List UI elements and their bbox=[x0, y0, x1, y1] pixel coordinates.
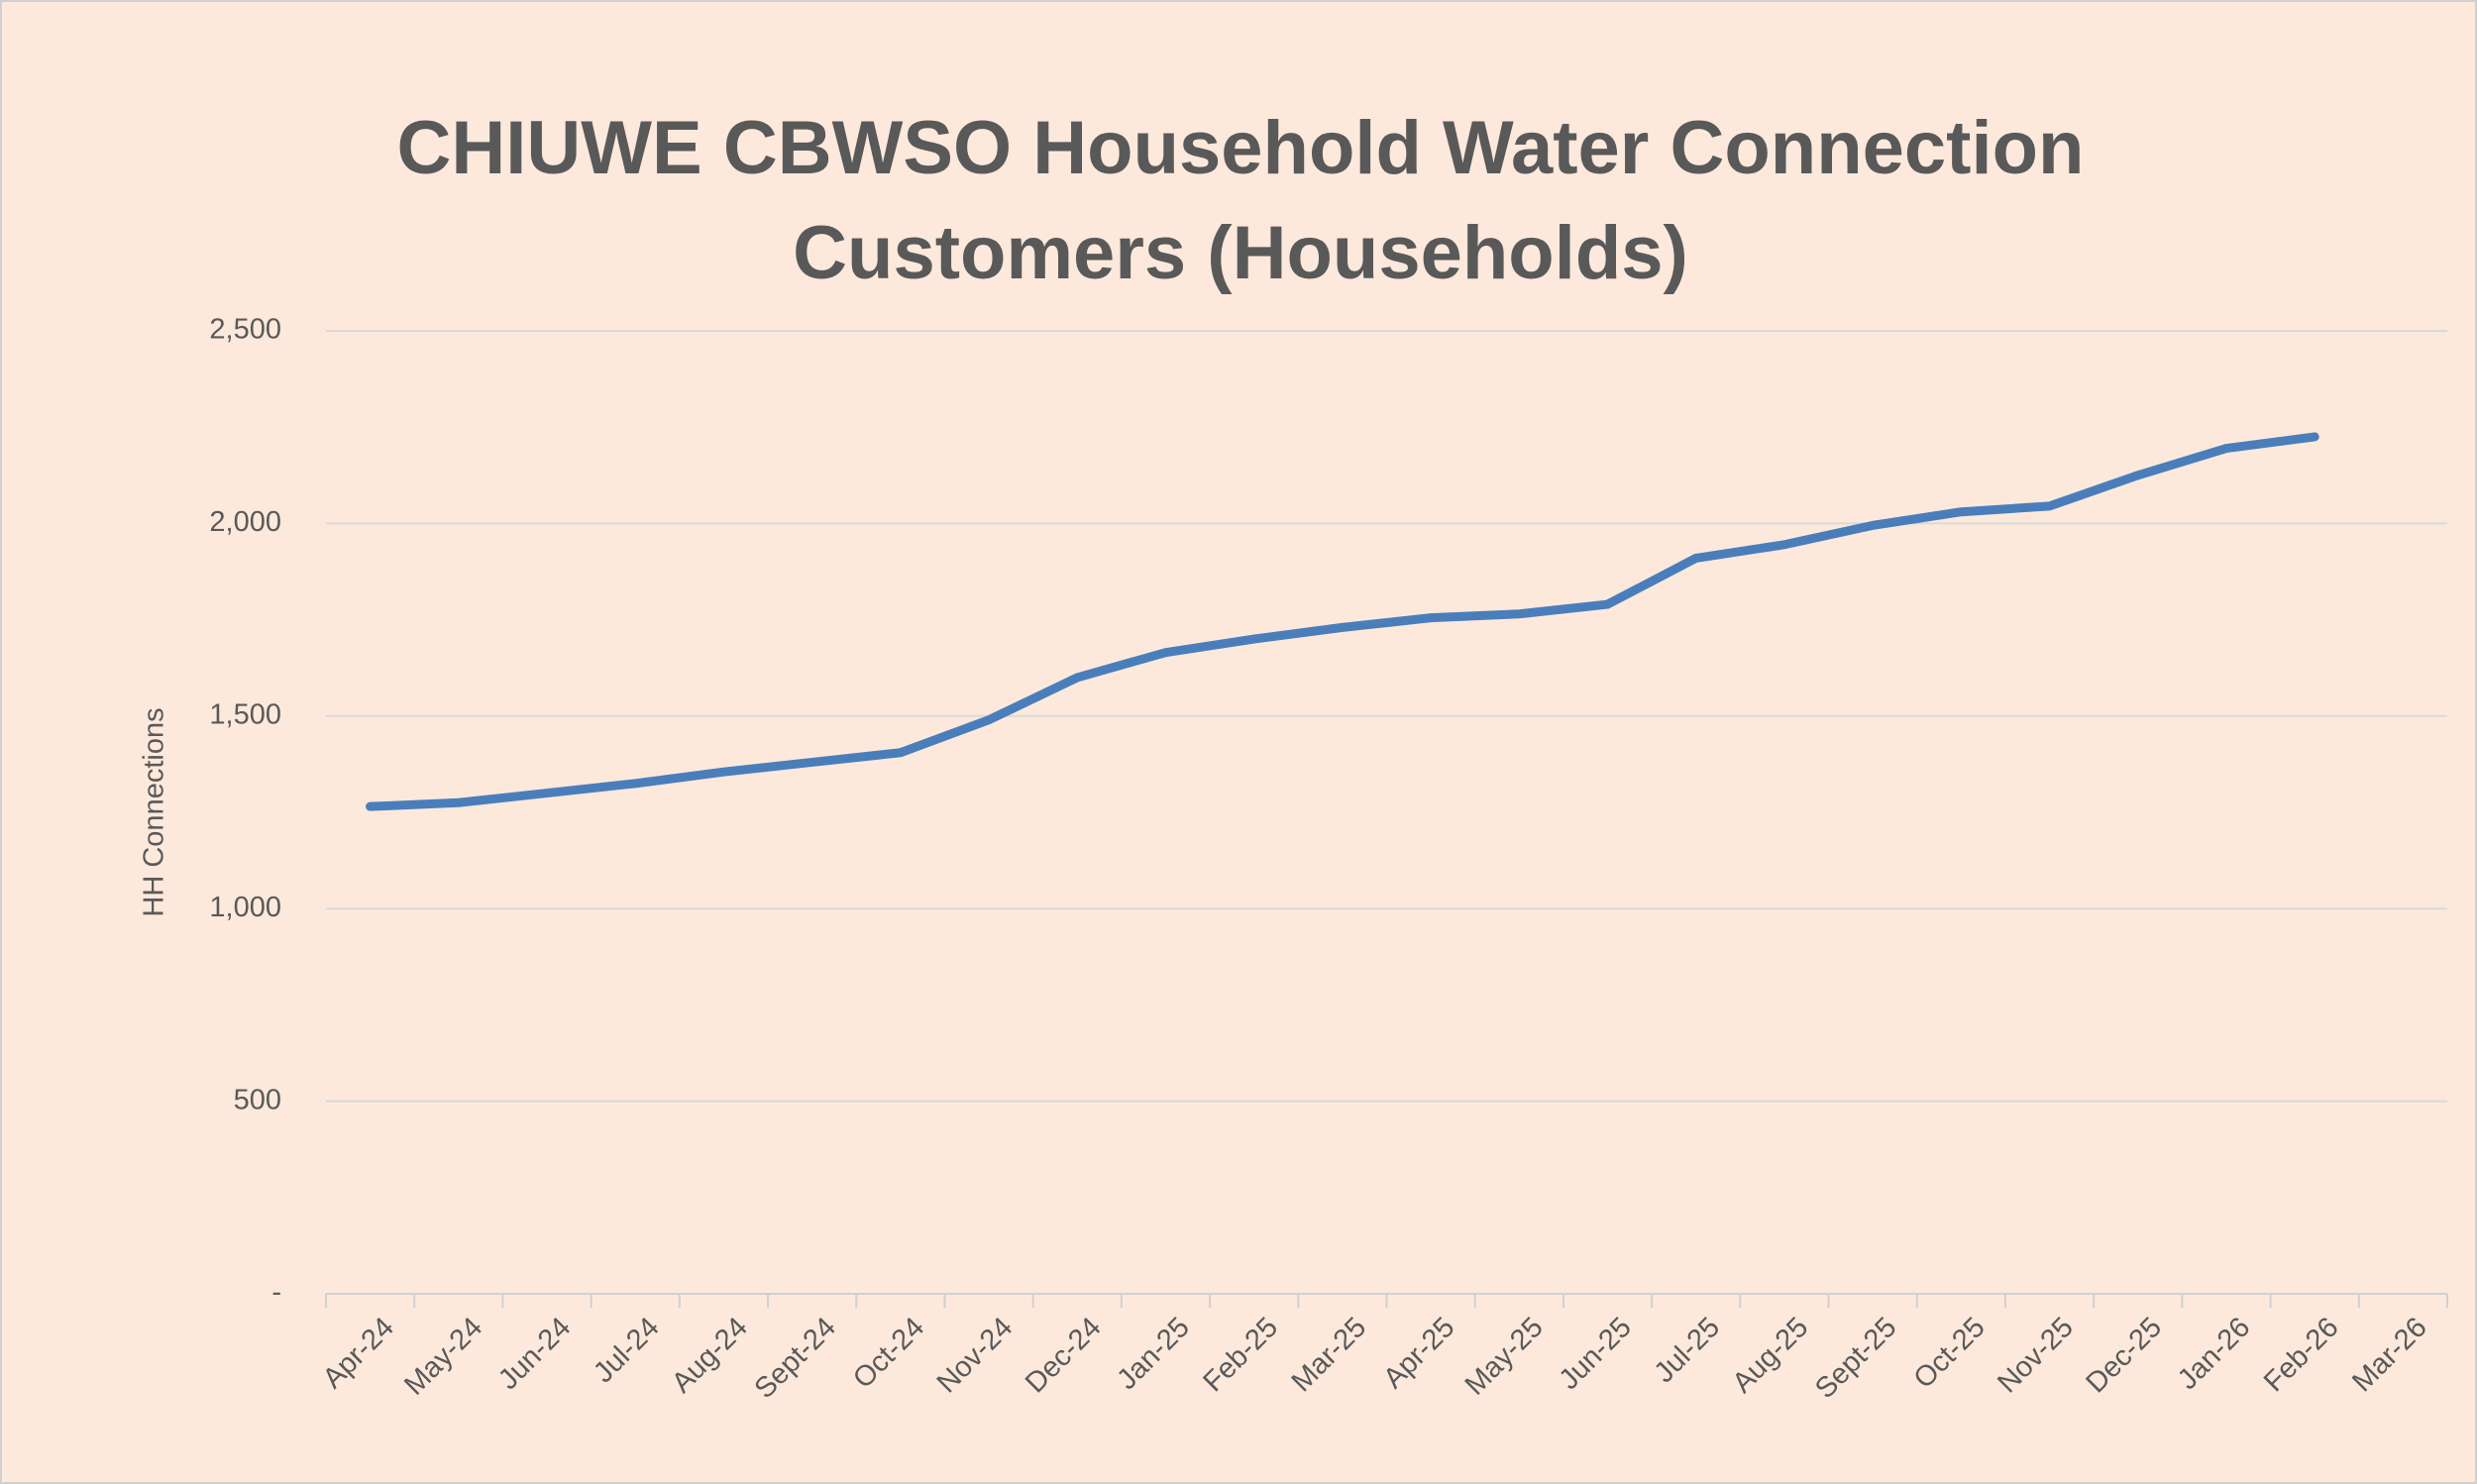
y-tick-label: 2,000 bbox=[209, 506, 281, 538]
x-tick-label: Jul-24 bbox=[588, 1312, 665, 1389]
x-tick-label: Oct-25 bbox=[1908, 1312, 1992, 1395]
data-line bbox=[366, 432, 2319, 811]
x-tick-label: Feb-26 bbox=[2258, 1312, 2345, 1399]
x-tick-label: Apr-24 bbox=[317, 1312, 400, 1395]
x-tick-label: Jan-26 bbox=[2172, 1312, 2256, 1396]
x-tick-label: Dec-25 bbox=[2080, 1312, 2168, 1400]
y-tick-label: 1,000 bbox=[209, 892, 281, 923]
y-tick-label: 500 bbox=[234, 1084, 281, 1115]
x-tick-label: Sept-24 bbox=[749, 1312, 842, 1405]
y-tick-label: 1,500 bbox=[209, 698, 281, 730]
x-tick-label: Nov-24 bbox=[931, 1312, 1020, 1400]
x-tick-label: Nov-25 bbox=[1992, 1312, 2080, 1400]
x-tick-label: Jun-25 bbox=[1554, 1312, 1638, 1396]
x-tick-label: Oct-24 bbox=[847, 1312, 930, 1395]
y-tick-label: - bbox=[271, 1277, 281, 1309]
x-tick-label: Sept-25 bbox=[1809, 1312, 1902, 1405]
x-tick-label: Jul-25 bbox=[1649, 1312, 1726, 1389]
x-tick-label: Aug-25 bbox=[1727, 1312, 1815, 1400]
x-tick-label: Jan-25 bbox=[1112, 1312, 1196, 1396]
x-tick-label: Aug-24 bbox=[666, 1312, 754, 1400]
y-axis-label: HH Connections bbox=[139, 707, 170, 916]
x-tick-label: Mar-25 bbox=[1286, 1312, 1373, 1399]
x-tick-label: Feb-25 bbox=[1197, 1312, 1284, 1399]
x-tick-label: Mar-26 bbox=[2346, 1312, 2433, 1399]
x-tick-label: May-25 bbox=[1459, 1312, 1550, 1402]
x-tick-label: May-24 bbox=[398, 1312, 488, 1402]
chart-title: CHIUWE CBWSO Household Water Connection … bbox=[396, 106, 2085, 295]
y-tick-label: 2,500 bbox=[209, 314, 281, 346]
x-tick-label: Jun-24 bbox=[492, 1312, 577, 1396]
x-tick-label: Apr-25 bbox=[1377, 1312, 1460, 1395]
x-tick-label: Dec-24 bbox=[1020, 1312, 1108, 1400]
